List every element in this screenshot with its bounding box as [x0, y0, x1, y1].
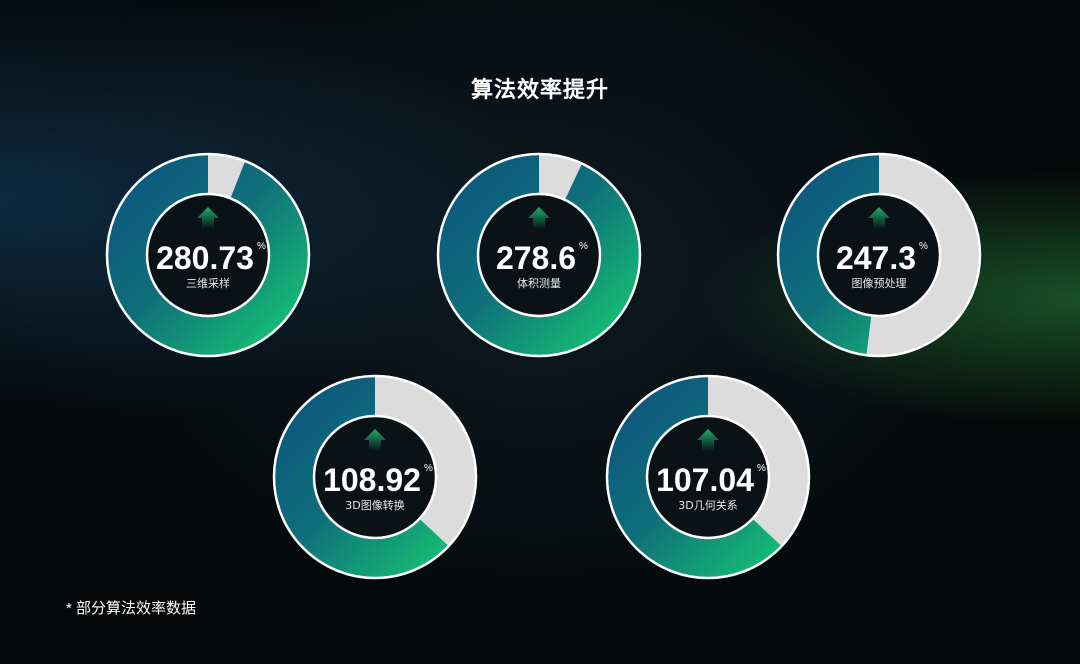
arrow-up-icon — [528, 207, 550, 229]
arrow-up-icon — [868, 207, 890, 229]
donut-inner-hole — [816, 192, 942, 318]
donut-unit: % — [757, 463, 766, 474]
donut-outer-outline — [105, 152, 311, 358]
donut-label: 三维采样 — [186, 276, 230, 290]
donut-label: 3D图像转换 — [345, 498, 404, 512]
donut-value-arc — [107, 154, 309, 357]
arrow-up-icon — [697, 429, 719, 451]
donut-label: 图像预处理 — [852, 277, 907, 290]
chart-title: 算法效率提升 — [470, 77, 609, 102]
donut-outer-outline — [776, 152, 982, 358]
donut-inner-hole — [645, 414, 771, 540]
donut-5: 107.04 % 3D几何关系 — [605, 374, 811, 580]
donut-outer-outline — [436, 152, 642, 358]
donut-value-arc — [438, 154, 640, 356]
donut-value: 247.3 — [836, 240, 916, 276]
donut-label: 3D几何关系 — [678, 498, 737, 512]
donut-inner-hole — [312, 414, 438, 540]
footnote: * 部分算法效率数据 — [66, 600, 197, 617]
donut-3: 247.3 % 图像预处理 — [776, 152, 982, 358]
donut-inner-hole — [145, 192, 271, 318]
donut-value: 108.92 — [323, 462, 421, 498]
donut-value: 107.04 — [656, 462, 754, 498]
donut-unit: % — [424, 463, 433, 474]
arrow-up-icon — [364, 429, 386, 451]
donut-unit: % — [257, 241, 266, 252]
donut-unit: % — [579, 241, 588, 252]
donut-value-arc — [274, 376, 449, 578]
donut-outer-outline — [272, 374, 478, 580]
donut-inner-hole — [476, 192, 602, 318]
donut-4: 108.92 % 3D图像转换 — [272, 374, 478, 580]
arrow-up-icon — [197, 207, 219, 229]
donut-value-arc — [777, 153, 879, 356]
donut-value-arc — [607, 376, 782, 578]
donut-value: 278.6 — [496, 240, 576, 276]
donut-outer-outline — [605, 374, 811, 580]
donut-value: 280.73 — [156, 240, 254, 276]
donut-2: 278.6 % 体积测量 — [436, 152, 642, 358]
donut-label: 体积测量 — [517, 276, 561, 290]
donut-1: 280.73 % 三维采样 — [105, 152, 311, 358]
donut-unit: % — [919, 241, 928, 252]
